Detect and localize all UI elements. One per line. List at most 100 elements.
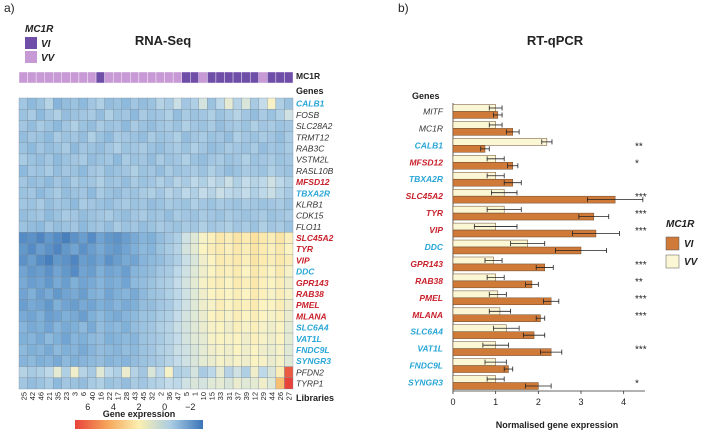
heatmap-cell (70, 377, 80, 390)
heatmap-cell (95, 355, 105, 367)
heatmap-cell (138, 198, 148, 211)
heatmap-cell (87, 265, 97, 278)
heatmap-cell (44, 153, 54, 166)
heatmap-cell (241, 120, 251, 132)
heatmap-cell (258, 220, 268, 233)
heatmap-cell (284, 97, 294, 110)
heatmap-cell (121, 254, 131, 267)
heatmap-cell (104, 355, 114, 367)
heatmap-cell (284, 176, 294, 188)
heatmap-cell (70, 198, 80, 211)
x-tick-label: 4 (621, 397, 626, 407)
annotation-cell (249, 71, 259, 84)
heatmap-cell (95, 332, 105, 345)
heatmap-cell (61, 109, 71, 121)
heatmap-cell (241, 142, 251, 155)
significance-marker: *** (635, 260, 647, 271)
heatmap-cell (224, 209, 234, 222)
heatmap-cell (44, 254, 54, 267)
heatmap-cell (181, 131, 191, 143)
heatmap-cell (147, 366, 157, 378)
significance-marker: *** (635, 345, 647, 356)
heatmap-cell (207, 109, 217, 121)
heatmap-cell (104, 299, 114, 311)
heatmap-cell (18, 366, 28, 378)
heatmap-cell (95, 131, 105, 143)
heatmap-cell (44, 198, 54, 211)
heatmap-cell (44, 265, 54, 278)
heatmap-cell (147, 310, 157, 323)
heatmap-cell (215, 265, 225, 278)
heatmap-cell (224, 97, 234, 110)
heatmap-cell (147, 344, 157, 356)
column-label: 17 (113, 392, 122, 400)
heatmap-cell (78, 187, 88, 199)
heatmap-cell (275, 332, 285, 345)
heatmap-cell (181, 332, 191, 345)
heatmap-cell (164, 355, 174, 367)
heatmap-cell (53, 153, 62, 166)
heatmap-cell (250, 310, 259, 323)
heatmap-cell (267, 97, 277, 110)
heatmap-cell (70, 220, 80, 233)
heatmap-cell (232, 232, 242, 244)
heatmap-cell (190, 377, 199, 390)
heatmap-cell (232, 377, 242, 390)
heatmap-cell (275, 321, 285, 334)
heatmap-cell (181, 377, 191, 390)
heatmap-cell (78, 366, 88, 378)
heatmap-cell (147, 288, 157, 300)
heatmap-cell (267, 310, 277, 323)
heatmap-cell (78, 232, 88, 244)
heatmap-cell (267, 232, 277, 244)
heatmap-cell (87, 176, 97, 188)
legend-swatch-b-vv (665, 254, 680, 269)
heatmap-cell (232, 366, 242, 378)
heatmap-cell (87, 243, 97, 255)
heatmap-cell (87, 142, 97, 155)
heatmap-cell (53, 299, 62, 311)
row-label-klrb1: KLRB1 (296, 199, 323, 209)
heatmap-cell (284, 153, 294, 166)
heatmap-cell (78, 243, 88, 255)
heatmap-cell (224, 142, 234, 155)
heatmap-cell (164, 131, 174, 143)
column-label: 46 (36, 392, 45, 400)
heatmap-cell (267, 377, 277, 390)
heatmap-cell (61, 153, 71, 166)
heatmap-cell (275, 176, 285, 188)
heatmap-cell (35, 310, 45, 323)
bar-category-label: SLC6A4 (410, 327, 443, 337)
annotation-cell (121, 71, 131, 84)
heatmap-cell (78, 142, 88, 155)
heatmap-cell (155, 209, 165, 222)
row-label-trmt12: TRMT12 (296, 132, 329, 142)
heatmap-cell (87, 220, 97, 233)
panel-b-legend-title: MC1R (666, 219, 695, 230)
legend-swatch-b-vi (665, 236, 680, 251)
x-axis-label: Normalised gene expression (496, 420, 619, 430)
bar-category-label: MLANA (412, 310, 443, 320)
heatmap-cell (284, 131, 294, 143)
heatmap-cell (70, 131, 80, 143)
heatmap-cell (121, 187, 131, 199)
heatmap-cell (87, 198, 97, 211)
heatmap-cell (44, 220, 54, 233)
heatmap-cell (172, 198, 182, 211)
row-label-mlana: MLANA (296, 311, 327, 321)
heatmap-cell (181, 142, 191, 155)
heatmap-cell (70, 355, 80, 367)
heatmap-cell (35, 299, 45, 311)
heatmap-cell (70, 299, 80, 311)
heatmap-cell (18, 321, 28, 334)
annotation-cell (138, 71, 148, 84)
heatmap-cell (27, 109, 37, 121)
heatmap-cell (53, 310, 62, 323)
heatmap-cell (87, 288, 97, 300)
heatmap-cell (215, 120, 225, 132)
heatmap-cell (121, 176, 131, 188)
heatmap-cell (121, 209, 131, 222)
heatmap-cell (172, 344, 182, 356)
heatmap-cell (181, 355, 191, 367)
